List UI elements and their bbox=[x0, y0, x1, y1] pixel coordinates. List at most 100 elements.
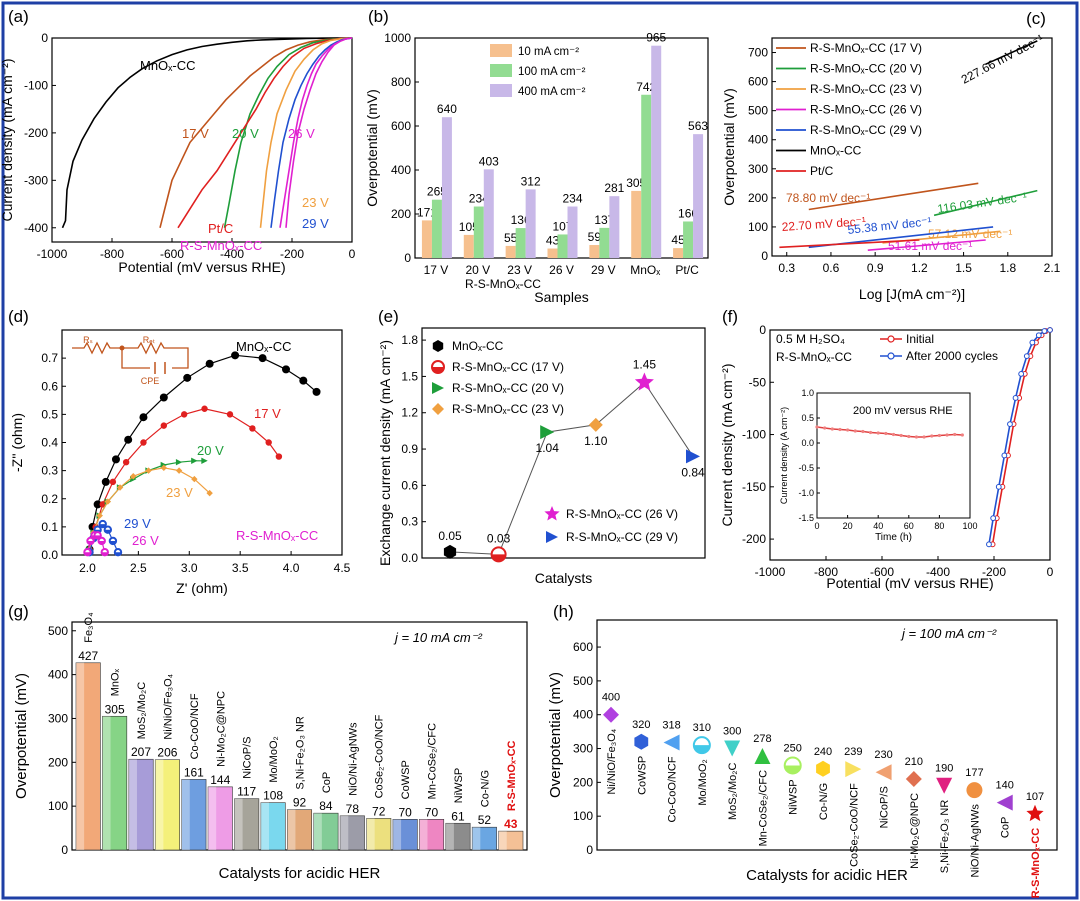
bar bbox=[234, 798, 260, 851]
inset-data-point bbox=[914, 435, 919, 439]
y-axis-label: Exchange current density (mA cm⁻²) bbox=[377, 340, 393, 566]
data-point-fill bbox=[784, 765, 801, 774]
data-point bbox=[139, 413, 148, 422]
bar bbox=[673, 248, 684, 258]
data-point bbox=[986, 541, 992, 548]
y-tick-label: 400 bbox=[48, 668, 68, 682]
data-point bbox=[93, 500, 102, 509]
category-label: Co-N/G bbox=[818, 783, 830, 820]
data-point bbox=[183, 373, 192, 382]
data-point bbox=[540, 425, 555, 440]
legend-label: R-S-MnOₓ-CC (17 V) bbox=[810, 41, 922, 55]
data-point-fill bbox=[99, 524, 106, 528]
data-point bbox=[936, 777, 953, 794]
x-tick-label: Pt/C bbox=[675, 263, 699, 277]
panel-c: (c) 0.3 0.6 0.9 1.2 1.5 1.8 2.1 0 100 200 300 400 500… bbox=[721, 9, 1061, 302]
bar-highlight bbox=[181, 779, 190, 850]
legend-label: R-S-MnOₓ-CC (26 V) bbox=[566, 507, 678, 521]
bar bbox=[445, 822, 471, 851]
point-value-label: 177 bbox=[965, 767, 983, 779]
y-tick-label: -200 bbox=[24, 126, 48, 140]
inset-data-point bbox=[861, 429, 865, 434]
bar bbox=[609, 196, 620, 258]
y-tick-label: 0.3 bbox=[401, 515, 418, 529]
data-point bbox=[96, 512, 103, 519]
bar-highlight bbox=[155, 759, 164, 850]
y-tick-label: 100 bbox=[573, 809, 593, 823]
bar-highlight bbox=[234, 798, 243, 850]
legend-swatch bbox=[490, 84, 512, 97]
curve-label: 20 V bbox=[232, 126, 259, 141]
bar-value-label: 234 bbox=[562, 192, 582, 206]
bar-value-label: 305 bbox=[105, 702, 125, 716]
panel-label: (d) bbox=[8, 307, 29, 326]
bar bbox=[181, 779, 207, 851]
point-value-label: 250 bbox=[784, 742, 802, 754]
data-point bbox=[724, 740, 741, 757]
data-point bbox=[191, 475, 198, 483]
bar-value-label: 59 bbox=[588, 230, 602, 244]
data-point bbox=[140, 439, 147, 446]
category-label: CoP bbox=[1000, 817, 1012, 838]
series-label: 17 V bbox=[254, 406, 281, 421]
category-label: R-S-MnOₓ-CC bbox=[506, 740, 518, 811]
x-tick-label: -1000 bbox=[755, 565, 786, 579]
data-point bbox=[124, 435, 133, 444]
y-tick-label: 0.6 bbox=[41, 379, 58, 393]
y-tick-label: 500 bbox=[573, 674, 593, 688]
data-point bbox=[201, 457, 208, 464]
y-tick-label: -300 bbox=[24, 173, 48, 187]
bar bbox=[599, 227, 610, 258]
bar-value-label: 43 bbox=[546, 234, 560, 248]
fit-line-6 bbox=[779, 239, 920, 249]
data-point bbox=[1035, 332, 1042, 339]
data-point bbox=[282, 365, 290, 374]
bar-value-label: 427 bbox=[78, 649, 98, 663]
point-value-label: 278 bbox=[753, 733, 771, 745]
inset-chart: 0 20 40 60 80 100 1.0 0.5 0.0 -0.5 -1.0 -1.5 Time (h… bbox=[779, 388, 978, 543]
bar-value-label: 70 bbox=[425, 805, 439, 819]
data-point bbox=[201, 405, 208, 412]
y-tick-label: 0 bbox=[61, 843, 68, 857]
bar-highlight bbox=[128, 759, 137, 850]
curve-label: 17 V bbox=[182, 126, 209, 141]
electrolyte-label: 0.5 M H₂SO₄ bbox=[776, 332, 845, 346]
inset-x-axis-label: Time (h) bbox=[875, 532, 912, 543]
legend-marker-fill bbox=[432, 367, 444, 373]
fit-line-1 bbox=[933, 189, 1038, 217]
inset-data-point bbox=[945, 433, 949, 437]
x-tick-label: 0.6 bbox=[823, 261, 840, 275]
current-density-label: j = 100 mA cm⁻² bbox=[900, 626, 997, 641]
bar bbox=[421, 220, 432, 258]
x-tick-label: -400 bbox=[220, 247, 244, 261]
x-tick-label: -1000 bbox=[37, 247, 68, 261]
y-tick-label: 400 bbox=[573, 708, 593, 722]
point-value-label: 1.10 bbox=[584, 434, 608, 448]
bar-value-label: 92 bbox=[293, 796, 307, 810]
series-label: 23 V bbox=[166, 485, 193, 500]
axes-frame bbox=[51, 37, 353, 243]
bar-value-label: 52 bbox=[478, 813, 492, 827]
point-value-label: 1.04 bbox=[536, 441, 560, 455]
data-point bbox=[145, 467, 152, 474]
legend-swatch bbox=[490, 44, 512, 57]
y-tick-label: 0.2 bbox=[41, 492, 58, 506]
x-tick-label: -800 bbox=[100, 247, 124, 261]
bar bbox=[505, 245, 516, 258]
category-label: NiWSP bbox=[453, 768, 465, 803]
bar-value-label: 45 bbox=[671, 233, 685, 247]
y-tick-label: 400 bbox=[748, 133, 768, 147]
panel-a: (a) -1000 -800 -600 -400 -200 0 0 -100 -200 -300 -4… bbox=[0, 7, 356, 275]
inset-title: 200 mV versus RHE bbox=[853, 405, 953, 417]
y-tick-label: 200 bbox=[48, 755, 68, 769]
x-tick-label: 2.5 bbox=[130, 561, 147, 575]
x-axis-label: Z' (ohm) bbox=[176, 580, 228, 596]
point-value-label: 190 bbox=[935, 763, 953, 775]
x-tick-label: 23 V bbox=[507, 263, 532, 277]
x-tick-label: 3.5 bbox=[232, 561, 249, 575]
category-label: NiO/Ni-AgNWs bbox=[347, 722, 359, 796]
category-label: MnOₓ bbox=[110, 668, 122, 696]
x-axis-label: Samples bbox=[534, 289, 588, 305]
y-tick-label: 0 bbox=[404, 251, 411, 265]
data-point bbox=[1029, 339, 1036, 346]
